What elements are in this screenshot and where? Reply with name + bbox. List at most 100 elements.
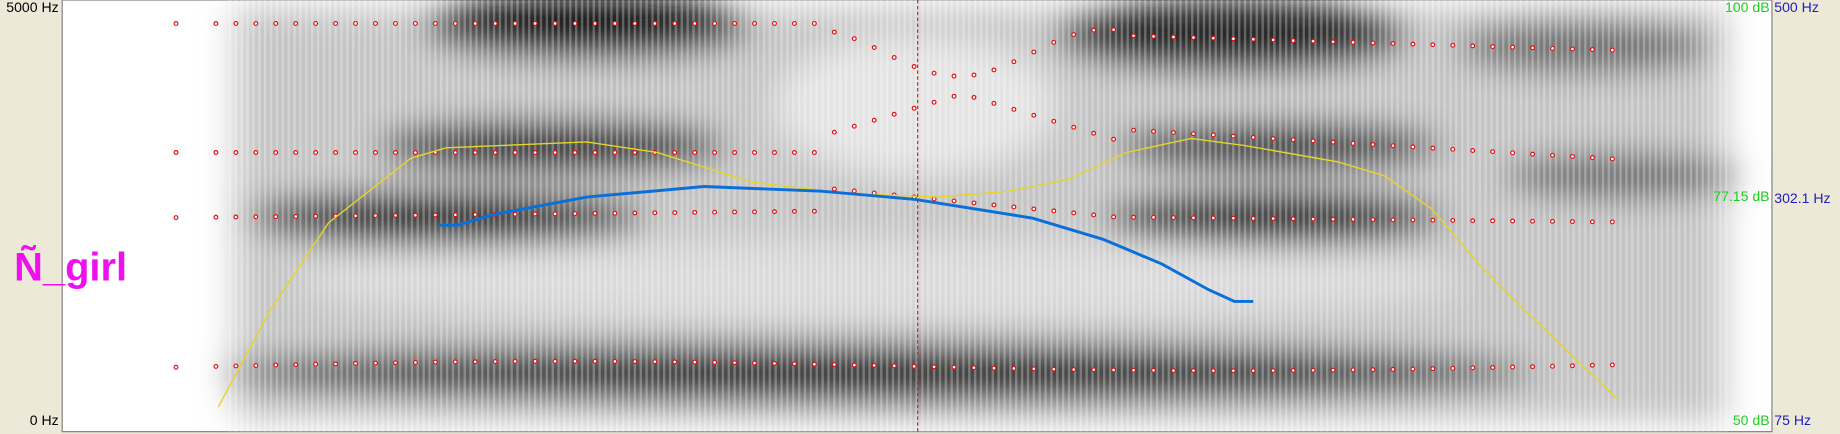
formant-dot	[1330, 367, 1336, 373]
formant-dot	[1450, 217, 1456, 223]
formant-dot	[233, 363, 239, 369]
formant-dot	[891, 111, 897, 117]
formant-dot	[1330, 216, 1336, 222]
formant-dot	[1589, 362, 1595, 368]
formant-dot	[1550, 363, 1555, 369]
formant-dot	[1091, 130, 1097, 136]
formant-dot	[1250, 368, 1256, 374]
formant-dot	[412, 20, 418, 26]
formant-dot	[1230, 368, 1236, 374]
formant-dot	[1370, 217, 1376, 223]
formant-dot	[951, 198, 957, 204]
formant-dot	[791, 361, 797, 367]
formant-dot	[1550, 152, 1555, 158]
formant-dot	[1031, 112, 1037, 118]
formant-dot	[512, 358, 518, 364]
formant-dot	[213, 363, 219, 369]
formant-dot	[572, 358, 578, 364]
formant-dot	[891, 55, 897, 60]
formant-dot	[1290, 137, 1296, 143]
formant-dot	[1609, 362, 1615, 368]
formant-dot	[791, 20, 797, 26]
formant-dot	[353, 360, 359, 366]
formant-dot	[672, 20, 678, 26]
formant-dot	[712, 209, 718, 215]
formant-dot	[652, 210, 658, 216]
formant-dot	[672, 359, 678, 365]
formant-dot	[1550, 218, 1555, 224]
formant-dot	[971, 365, 977, 371]
formant-dot	[1091, 212, 1097, 218]
formant-dot	[353, 20, 359, 26]
formant-dot	[592, 20, 598, 26]
formant-dot	[1131, 127, 1137, 133]
formant-dot	[492, 359, 498, 364]
formant-dot	[173, 364, 179, 370]
formant-dot	[1290, 367, 1296, 373]
formant-dot	[1569, 46, 1575, 52]
formant-dot	[1330, 139, 1336, 145]
formant-dot	[931, 70, 937, 76]
formant-dot	[1071, 124, 1077, 130]
formant-dot	[273, 362, 279, 368]
formant-dot	[1490, 149, 1496, 155]
formant-dot	[1550, 45, 1555, 51]
striations	[228, 0, 1731, 432]
formant-dot	[991, 365, 997, 371]
formant-dot	[1589, 47, 1595, 52]
formant-dot	[931, 364, 937, 370]
formant-dot	[1011, 106, 1017, 112]
formant-dot	[1210, 132, 1216, 138]
formant-dot	[692, 359, 698, 365]
formant-dot	[891, 363, 897, 369]
formant-dot	[1350, 39, 1356, 45]
formant-dot	[293, 150, 299, 155]
formant-dot	[732, 20, 738, 26]
formant-dot	[512, 150, 518, 155]
formant-dot	[1430, 217, 1436, 223]
formant-dot	[1470, 43, 1476, 49]
formant-dot	[1190, 35, 1196, 40]
formant-dot	[233, 214, 239, 220]
intensity-cursor-label: 77.15 dB	[1713, 188, 1769, 204]
formant-dot	[1270, 216, 1276, 221]
formant-dot	[173, 215, 179, 221]
formant-dot	[712, 150, 718, 155]
formant-dot	[552, 358, 558, 364]
formant-dot	[1270, 37, 1276, 43]
annotation-label: Ñ_girl	[14, 243, 127, 289]
pitch-cursor-label: 302.1 Hz	[1774, 190, 1830, 206]
formant-dot	[1609, 219, 1615, 225]
formant-dot	[1250, 134, 1256, 140]
formant-dot	[432, 359, 438, 365]
formant-dot	[1609, 47, 1615, 53]
formant-dot	[1350, 367, 1356, 373]
formant-dot	[1290, 216, 1296, 222]
formant-dot	[592, 358, 598, 364]
formant-dot	[1031, 206, 1037, 212]
formant-dot	[1530, 151, 1536, 157]
formant-dot	[472, 20, 478, 26]
formant-dot	[692, 20, 698, 26]
formant-dot	[1270, 368, 1276, 374]
formant-tracks	[173, 20, 1615, 374]
formant-dot	[273, 20, 279, 26]
formant-dot	[1350, 216, 1356, 222]
formant-dot	[1071, 367, 1077, 372]
formant-dot	[313, 150, 319, 155]
formant-dot	[1430, 145, 1436, 151]
formant-dot	[412, 359, 418, 365]
formant-dot	[1171, 215, 1176, 221]
formant-dot	[1569, 154, 1575, 159]
formant-dot	[632, 150, 638, 155]
formant-dot	[173, 150, 179, 155]
formant-dot	[772, 209, 777, 215]
formant-dot	[233, 150, 239, 155]
frequency-top-label: 5000 Hz	[6, 0, 58, 15]
formant-dot	[871, 362, 877, 368]
formant-dot	[213, 150, 219, 155]
formant-dot	[253, 214, 259, 220]
formant-dot	[452, 212, 458, 218]
formant-dot	[1131, 367, 1137, 373]
formant-dot	[911, 64, 917, 69]
